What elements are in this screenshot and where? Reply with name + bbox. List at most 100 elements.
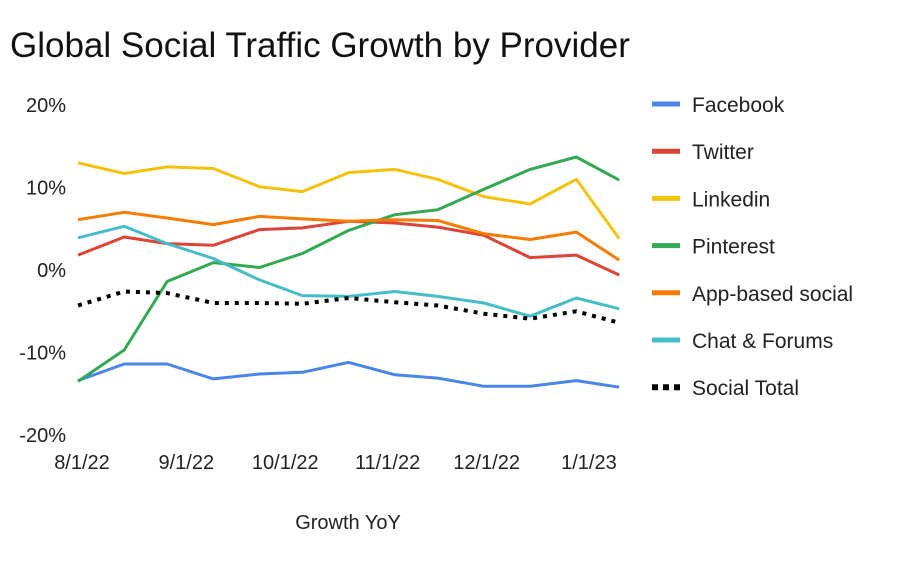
legend-label: Chat & Forums [692, 330, 833, 353]
data-point-social-total [123, 290, 126, 293]
series-line-linkedin [77, 161, 621, 240]
data-point-chat-forums [393, 290, 396, 293]
data-point-twitter [575, 254, 578, 257]
data-point-linkedin [529, 203, 532, 206]
x-tick-label: 1/1/23 [561, 452, 617, 474]
data-point-app-based-social [529, 238, 532, 241]
data-point-pinterest [618, 179, 621, 182]
data-point-facebook [436, 377, 439, 380]
data-point-social-total [393, 301, 396, 304]
data-point-facebook [347, 361, 350, 364]
data-point-facebook [301, 371, 304, 374]
legend-item-facebook: Facebook [652, 94, 785, 117]
data-point-social-total [166, 292, 169, 295]
data-point-app-based-social [166, 217, 169, 220]
x-axis-label: Growth YoY [295, 512, 401, 534]
data-point-chat-forums [482, 302, 485, 305]
data-point-linkedin [436, 178, 439, 181]
data-point-facebook [166, 363, 169, 366]
legend-label: Pinterest [692, 236, 775, 259]
data-point-facebook [529, 385, 532, 388]
data-point-twitter [301, 226, 304, 229]
data-point-linkedin [347, 171, 350, 174]
data-point-pinterest [482, 188, 485, 191]
legend-item-social-total: Social Total [652, 377, 799, 400]
data-point-facebook [482, 385, 485, 388]
x-tick-label: 10/1/22 [252, 452, 319, 474]
y-tick-label: 0% [37, 260, 66, 282]
x-tick-label: 8/1/22 [54, 452, 110, 474]
data-point-twitter [618, 273, 621, 276]
data-point-app-based-social [393, 218, 396, 221]
data-point-app-based-social [347, 220, 350, 223]
data-point-linkedin [301, 190, 304, 193]
data-point-app-based-social [123, 211, 126, 214]
legend-label: Linkedin [692, 188, 770, 211]
x-tick-label: 9/1/22 [158, 452, 214, 474]
data-point-social-total [347, 297, 350, 300]
data-point-facebook [618, 386, 621, 389]
data-point-chat-forums [77, 236, 80, 239]
data-point-facebook [123, 363, 126, 366]
data-point-twitter [436, 226, 439, 229]
data-point-chat-forums [575, 297, 578, 300]
series-line-facebook [77, 360, 620, 389]
y-tick-label: 20% [26, 95, 66, 117]
data-point-pinterest [436, 208, 439, 211]
data-point-facebook [393, 373, 396, 376]
data-point-twitter [123, 236, 126, 239]
data-point-app-based-social [258, 215, 261, 218]
data-point-pinterest [347, 229, 350, 232]
data-point-app-based-social [212, 223, 215, 226]
data-point-chat-forums [301, 294, 304, 297]
data-point-facebook [575, 379, 578, 382]
legend-label: Facebook [692, 94, 785, 117]
legend-label: App-based social [692, 283, 853, 306]
data-point-social-total [301, 302, 304, 305]
data-point-pinterest [575, 155, 578, 158]
data-point-twitter [258, 228, 261, 231]
data-point-twitter [393, 221, 396, 224]
data-point-app-based-social [77, 218, 80, 221]
data-point-app-based-social [482, 232, 485, 235]
data-point-chat-forums [166, 242, 169, 245]
data-point-facebook [212, 377, 215, 380]
legend-label: Twitter [692, 141, 754, 164]
data-point-twitter [77, 254, 80, 257]
data-point-pinterest [301, 252, 304, 255]
data-point-social-total [575, 310, 578, 313]
series-line-app-based-social [77, 210, 621, 262]
series-line-pinterest [77, 155, 620, 383]
data-point-linkedin [123, 172, 126, 175]
data-point-app-based-social [575, 231, 578, 234]
data-point-chat-forums [212, 257, 215, 260]
data-point-pinterest [166, 280, 169, 283]
data-point-linkedin [258, 185, 261, 188]
y-tick-label: -10% [19, 343, 66, 365]
x-tick-label: 11/1/22 [355, 452, 420, 474]
data-point-pinterest [123, 349, 126, 352]
data-point-linkedin [575, 178, 578, 181]
data-point-app-based-social [618, 259, 621, 262]
data-point-social-total [529, 317, 532, 320]
data-point-social-total [258, 302, 261, 305]
data-point-linkedin [166, 165, 169, 168]
data-point-pinterest [393, 213, 396, 216]
data-point-linkedin [77, 161, 80, 164]
data-point-twitter [212, 244, 215, 247]
data-point-app-based-social [301, 217, 304, 220]
series-line-social-total [77, 289, 620, 325]
data-point-pinterest [212, 261, 215, 264]
data-point-app-based-social [436, 219, 439, 222]
data-point-linkedin [482, 195, 485, 198]
data-point-pinterest [258, 266, 261, 269]
data-point-social-total [212, 302, 215, 305]
data-point-chat-forums [258, 278, 261, 281]
legend-item-pinterest: Pinterest [652, 236, 775, 259]
data-point-linkedin [393, 168, 396, 171]
data-point-pinterest [529, 168, 532, 171]
data-point-linkedin [618, 237, 621, 240]
legend-item-chat-forums: Chat & Forums [652, 330, 833, 353]
data-point-facebook [258, 372, 261, 375]
data-point-linkedin [212, 167, 215, 170]
